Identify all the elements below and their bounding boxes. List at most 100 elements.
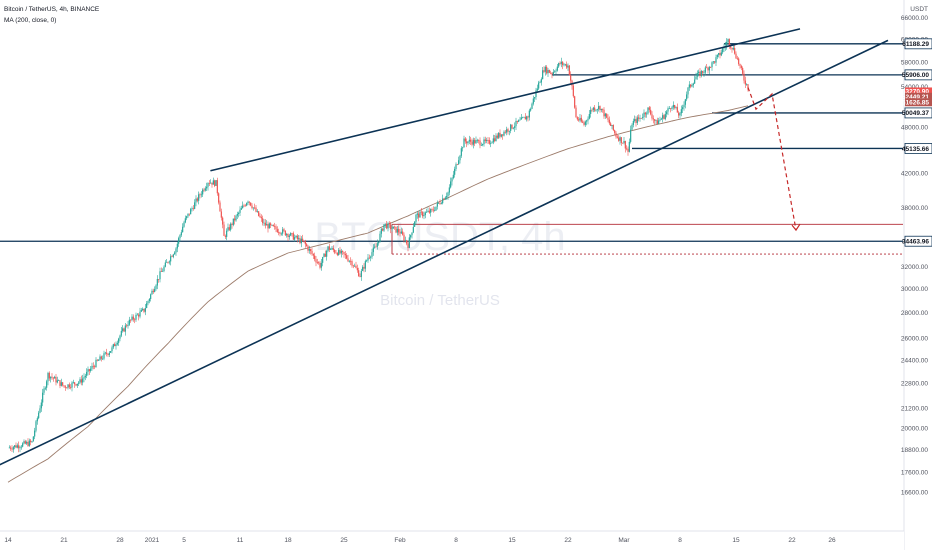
candle [283,227,285,232]
candle [38,410,40,420]
candle-body [650,109,652,115]
candle [116,340,118,346]
price-tag-box[interactable] [905,87,932,96]
candle-body [410,235,412,238]
candle [208,180,210,187]
candle [395,226,397,234]
zone-box[interactable] [392,224,903,254]
candle-body [123,328,125,332]
ma-indicator-label[interactable]: MA (200, close, 0) [4,17,56,24]
level-price-box[interactable] [904,107,932,119]
time-tick-label: 26 [828,537,836,544]
candle-body [382,228,384,231]
candle [422,211,424,219]
candle [639,114,641,122]
candle [487,136,489,145]
trendline[interactable] [210,28,801,172]
candle-body [707,67,709,71]
projection-arrowhead[interactable] [791,223,801,232]
candle-body [258,211,260,216]
candle-body [420,211,422,213]
candle-body [132,316,134,320]
candle-body [98,360,100,361]
candle-body [184,218,186,223]
level-price-box[interactable] [904,143,932,154]
candle [650,106,652,116]
candle [144,304,146,316]
candle [599,105,601,113]
candle [244,204,246,207]
candle [336,252,338,257]
trendlines[interactable] [0,28,889,469]
candle-body [190,209,192,215]
trendline[interactable] [0,39,889,468]
candle-body [711,62,713,68]
candle [744,76,746,89]
candle [447,191,449,200]
candle [450,177,452,189]
candle-body [746,84,748,85]
candle-body [491,142,493,144]
candle [620,137,622,146]
candle-body [10,447,12,449]
candle-body [22,443,24,447]
candle [186,215,188,221]
candle-body [499,132,501,137]
candle-body [618,137,620,141]
candle-body [658,120,660,124]
candle [460,146,462,158]
candle [124,323,126,336]
candle-body [326,250,328,257]
candle [560,57,562,68]
candle-body [370,256,372,258]
time-axis[interactable]: 14 21 28 2021 5 11 18 25 Feb 8 15 22 Mar 8 15 22 26 [0,530,904,550]
candle [350,257,352,266]
candle [404,236,406,243]
candle-body [56,380,58,383]
candle [191,206,193,212]
candle-body [696,73,698,77]
level-price-box[interactable] [904,235,932,247]
candle-body [282,229,284,234]
candle [712,61,714,65]
candle [123,327,125,333]
candle [598,102,600,112]
candle-body [219,202,221,212]
level-price-box[interactable] [904,69,932,81]
price-tag-label: 53270.90 [902,89,929,96]
candle-body [202,189,204,195]
candle-body [706,67,708,69]
price-tag-box[interactable] [905,92,932,101]
candle [702,70,704,76]
projection-line[interactable] [747,87,797,231]
candle [16,443,18,449]
candle [188,213,190,217]
candle [399,228,401,237]
candle-body [679,113,681,116]
candle-body [271,224,273,226]
candle [260,214,262,222]
candle-body [739,63,741,66]
support-zone[interactable] [391,223,903,255]
candle-body [452,174,454,179]
candle-body [63,385,65,387]
candle-body [64,386,66,388]
price-tag-box[interactable] [905,98,932,107]
level-price-box[interactable] [904,38,932,50]
candle [582,119,584,124]
candle [463,135,465,148]
projection-path[interactable] [747,87,801,232]
price-axis[interactable]: USDT66000.0062000.0058000.0054000.004800… [901,0,932,550]
candle [530,107,532,112]
candle-body [655,120,657,121]
candle-body [230,223,232,230]
candle [376,239,378,250]
candle-body [394,226,396,228]
candle [14,445,16,450]
candle [22,442,24,448]
candle [442,194,444,205]
candle [371,248,373,260]
candle [179,234,181,242]
